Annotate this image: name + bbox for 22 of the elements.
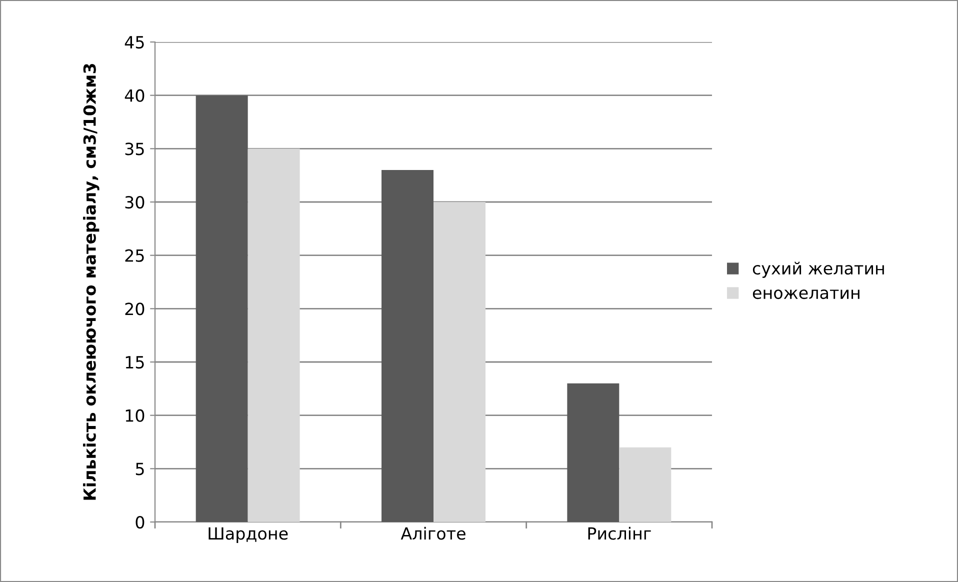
bar	[434, 202, 486, 522]
y-tick-label: 5	[136, 462, 144, 476]
y-axis-title: Кількість оклеюючого матеріалу, см3/10жм3	[83, 64, 100, 500]
x-tick-label: Аліготе	[400, 526, 466, 540]
bar	[567, 383, 620, 522]
y-tick-label: 15	[126, 356, 144, 369]
y-tick-label: 40	[124, 89, 144, 102]
y-tick-label: 25	[125, 249, 144, 262]
bar	[382, 170, 434, 522]
y-tick-label: 30	[125, 196, 144, 209]
y-tick-label: 35	[125, 142, 144, 156]
y-tick-label: 10	[126, 409, 144, 422]
bar	[196, 95, 248, 522]
bar	[248, 148, 300, 522]
bar	[619, 447, 672, 522]
x-tick-label: Рислінг	[588, 526, 651, 540]
legend-label: еножелатин	[752, 289, 860, 300]
legend-label: сухий желатин	[752, 262, 884, 278]
y-tick-label: 0	[136, 516, 144, 529]
x-tick-label: Шардоне	[208, 527, 288, 543]
y-tick-label: 20	[125, 302, 144, 316]
y-tick-label: 45	[124, 36, 144, 49]
